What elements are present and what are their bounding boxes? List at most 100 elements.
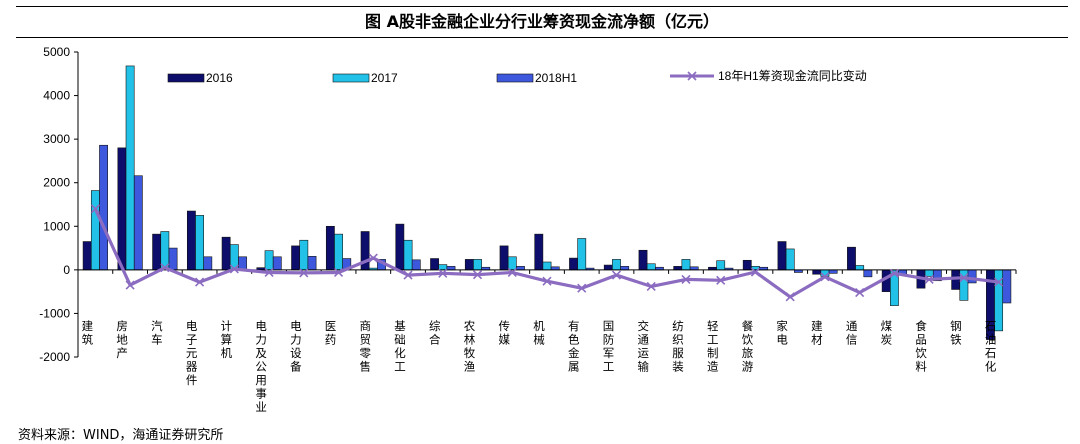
category-label: 计算机 — [221, 319, 233, 360]
bar-2017-建筑 — [90, 190, 100, 271]
line-marker-食品饮料 — [924, 274, 934, 285]
bar-2017-医药 — [334, 233, 343, 271]
line-marker-家电 — [785, 292, 795, 302]
category-label: 传媒 — [499, 319, 511, 347]
y-tick-label: 5000 — [43, 45, 70, 59]
line-marker-计算机 — [229, 264, 239, 274]
category-label: 钢铁 — [950, 319, 962, 347]
bar-2018H1-房地产 — [133, 175, 143, 271]
line-marker-煤炭 — [889, 268, 899, 278]
line-marker-综合 — [438, 268, 448, 278]
y-tick-label: 3000 — [43, 132, 70, 146]
line-marker-房地产 — [125, 280, 135, 290]
category-label: 纺织服装 — [672, 319, 684, 374]
bar-2017-交通运输 — [646, 263, 656, 271]
category-label: 轻工制造 — [707, 319, 719, 374]
y-tick-label: 2000 — [43, 176, 70, 190]
line-marker-传媒 — [507, 267, 517, 278]
legend-swatch-2016 — [167, 73, 205, 83]
category-label: 建材 — [811, 319, 823, 347]
bar-2017-机械 — [542, 261, 552, 271]
source-note: 资料来源：WIND，海通证券研究所 — [18, 428, 224, 443]
bar-2016-国防军工 — [603, 264, 613, 271]
category-label: 医药 — [325, 319, 337, 347]
bar-2016-通信 — [847, 246, 856, 271]
bar-2016-有色金属 — [569, 257, 578, 271]
bar-2018H1-汽车 — [168, 247, 178, 271]
bar-2018H1-钢铁 — [967, 269, 977, 284]
y-tick-label: 1000 — [43, 219, 70, 233]
line-marker-基础化工 — [403, 270, 413, 280]
bar-2018H1-通信 — [863, 269, 873, 278]
line-marker-电子元器件 — [195, 277, 205, 287]
bar-2017-农林牧渔 — [473, 259, 482, 271]
legend-label-2018H1: 2018H1 — [535, 71, 577, 85]
category-label: 机械 — [533, 319, 545, 347]
bar-2018H1-电力设备 — [307, 256, 317, 271]
bar-2018H1-建材 — [828, 269, 838, 274]
legend-swatch-2018H1 — [496, 73, 534, 83]
bar-2017-家电 — [785, 248, 795, 271]
y-tick-label: 4000 — [43, 89, 70, 103]
line-marker-纺织服装 — [681, 274, 691, 285]
bar-2016-电子元器件 — [186, 210, 196, 271]
bar-2018H1-国防军工 — [620, 266, 630, 271]
bar-2018H1-电子元器件 — [203, 256, 213, 271]
category-label: 通信 — [846, 319, 858, 347]
category-label: 电力及公用事业 — [255, 319, 267, 414]
bar-2017-电子元器件 — [195, 215, 204, 271]
line-marker-交通运输 — [646, 281, 656, 291]
category-label: 煤炭 — [881, 319, 893, 347]
bar-2016-纺织服装 — [673, 266, 683, 271]
bar-2018H1-计算机 — [238, 256, 247, 271]
bar-2016-家电 — [777, 241, 787, 271]
line-marker-轻工制造 — [716, 275, 726, 285]
bar-2017-基础化工 — [403, 239, 413, 271]
category-label: 食品饮料 — [915, 319, 927, 374]
chart-title: 图 A股非金融企业分行业筹资现金流净额（亿元） — [16, 6, 1068, 38]
line-marker-通信 — [855, 287, 865, 298]
bar-2017-有色金属 — [577, 238, 587, 271]
bar-2018H1-电力及公用事业 — [272, 256, 282, 271]
line-marker-电力及公用事业 — [264, 267, 274, 278]
category-label: 电子元器件 — [186, 319, 198, 387]
line-marker-商贸零售 — [368, 253, 378, 263]
legend-label-2016: 2016 — [206, 71, 233, 85]
category-label: 餐饮旅游 — [742, 319, 754, 374]
bar-2016-交通运输 — [638, 249, 648, 271]
legend-label-2017: 2017 — [371, 71, 398, 85]
category-label: 基础化工 — [394, 319, 406, 374]
bar-2017-国防军工 — [612, 259, 621, 271]
line-marker-农林牧渔 — [472, 270, 483, 280]
line-marker-石油石化 — [994, 277, 1004, 287]
bar-2016-传媒 — [499, 245, 509, 271]
bar-2018H1-综合 — [446, 266, 456, 271]
bar-2017-轻工制造 — [716, 260, 726, 271]
category-label: 建筑 — [82, 319, 94, 347]
line-marker-医药 — [333, 267, 344, 278]
bar-2017-传媒 — [507, 256, 517, 271]
category-label: 交通运输 — [637, 319, 649, 374]
category-label: 电力设备 — [290, 319, 302, 374]
category-label: 综合 — [429, 319, 441, 347]
line-marker-机械 — [542, 276, 552, 286]
bar-2016-房地产 — [117, 147, 127, 271]
category-label: 国防军工 — [603, 319, 615, 374]
line-marker-电力设备 — [299, 268, 309, 278]
y-tick-label: 0 — [63, 263, 70, 277]
category-label: 有色金属 — [568, 319, 580, 374]
category-label: 农林牧渔 — [464, 319, 476, 374]
legend-marker-line — [687, 71, 697, 81]
category-label: 商贸零售 — [360, 319, 372, 374]
bar-2016-电力设备 — [291, 245, 301, 271]
bar-2017-综合 — [438, 264, 448, 271]
legend-swatch-2017 — [332, 73, 370, 83]
bar-2017-电力设备 — [299, 239, 309, 271]
bar-2016-建材 — [812, 269, 822, 275]
line-marker-餐饮旅游 — [750, 267, 761, 277]
bar-2016-综合 — [430, 258, 439, 271]
bar-2016-餐饮旅游 — [742, 259, 752, 271]
bar-2016-基础化工 — [395, 223, 405, 271]
line-marker-有色金属 — [577, 283, 587, 293]
bar-2016-建筑 — [82, 241, 92, 271]
